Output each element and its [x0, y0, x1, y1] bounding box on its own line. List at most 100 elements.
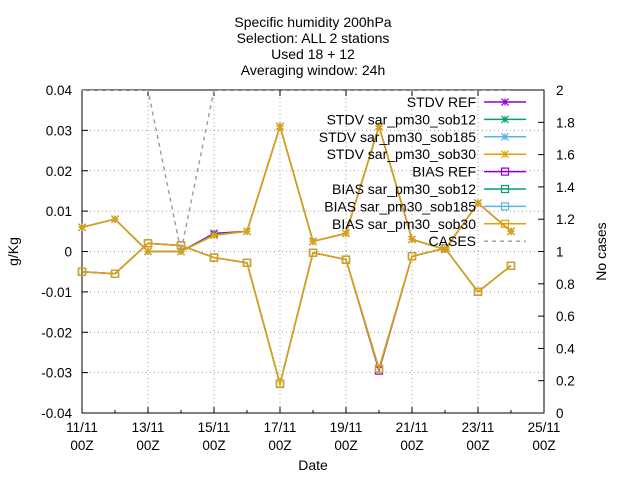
legend-item: STDV sar_pm30_sob12	[327, 111, 526, 127]
data-point	[276, 122, 284, 131]
series-line	[82, 242, 512, 387]
data-point	[309, 237, 317, 246]
y-tick-label: 0	[64, 245, 72, 260]
y-tick-label: 0.04	[46, 83, 73, 98]
data-point	[374, 364, 384, 373]
data-point	[144, 247, 152, 256]
y2-tick-label: 0.4	[556, 341, 575, 356]
legend-item: BIAS sar_pm30_sob185	[324, 198, 526, 214]
y-tick-label: -0.04	[41, 406, 72, 421]
data-point	[375, 122, 383, 131]
data-point	[501, 150, 509, 159]
data-point	[111, 215, 119, 224]
x-tick-label-date: 15/11	[198, 420, 231, 435]
series-bias-sar-pm30-sob30	[77, 239, 516, 389]
series-bias-sar-pm30-sob185	[77, 239, 516, 389]
x-tick-label-date: 21/11	[396, 420, 429, 435]
y2-tick-label: 1.6	[556, 148, 575, 163]
y2-tick-label: 1.8	[556, 115, 575, 130]
legend-item: BIAS sar_pm30_sob12	[332, 181, 526, 197]
data-point	[77, 267, 87, 276]
chart-title-line: Used 18 + 12	[271, 46, 355, 62]
y2-axis-label: No cases	[593, 222, 609, 280]
x-tick-label-time: 00Z	[268, 438, 291, 453]
x-axis-label: Date	[298, 457, 328, 473]
y-tick-label: -0.02	[41, 325, 72, 340]
series-bias-ref	[77, 239, 516, 389]
series-line	[82, 242, 512, 387]
data-point	[440, 244, 450, 253]
data-point	[342, 229, 350, 238]
data-point	[501, 132, 509, 141]
legend-item: BIAS sar_pm30_sob30	[332, 216, 526, 232]
series-line	[82, 123, 512, 253]
data-point	[500, 184, 510, 194]
legend-item: CASES	[429, 233, 526, 249]
series-line	[82, 242, 512, 387]
y-tick-label: 0.01	[46, 204, 72, 219]
data-point	[507, 227, 515, 236]
legend-item: STDV sar_pm30_sob30	[327, 146, 526, 162]
data-point	[407, 252, 417, 261]
data-point	[143, 239, 153, 248]
data-point	[78, 223, 86, 232]
legend-item: BIAS REF	[412, 164, 526, 180]
x-tick-label-date: 19/11	[330, 420, 363, 435]
x-tick-label-time: 00Z	[400, 438, 423, 453]
legend-label: CASES	[429, 233, 476, 249]
x-tick-label-date: 17/11	[264, 420, 297, 435]
data-point	[242, 258, 252, 267]
data-point	[243, 227, 251, 236]
y2-tick-label: 1.4	[556, 180, 575, 195]
data-point	[210, 231, 218, 240]
data-point	[500, 219, 510, 228]
x-tick-label-date: 23/11	[462, 420, 495, 435]
legend-label: STDV sar_pm30_sob185	[319, 129, 476, 145]
data-point	[341, 255, 351, 264]
legend-label: STDV sar_pm30_sob30	[327, 146, 477, 162]
data-point	[474, 199, 482, 207]
legend-label: BIAS REF	[412, 164, 476, 180]
y-tick-label: -0.03	[41, 366, 72, 381]
legend-label: BIAS sar_pm30_sob30	[332, 216, 476, 232]
y-axis-ticks: -0.04 -0.03 -0.02 -0.01 0 0.01 0.02 0.03 0.04	[41, 83, 88, 421]
x-tick-label-time: 00Z	[532, 438, 555, 453]
data-point	[110, 269, 120, 278]
data-point	[501, 98, 509, 106]
legend-label: BIAS sar_pm30_sob185	[324, 198, 476, 214]
y2-tick-label: 0.6	[556, 309, 575, 324]
data-point	[408, 235, 416, 244]
legend-label: STDV REF	[407, 94, 476, 110]
y-tick-label: 0.03	[46, 123, 72, 138]
legend-item: STDV REF	[407, 94, 526, 110]
series-line	[82, 242, 512, 387]
data-point	[209, 253, 219, 262]
x-tick-label-time: 00Z	[136, 438, 159, 453]
y2-tick-label: 0	[556, 406, 564, 421]
x-tick-label-date: 11/11	[66, 420, 98, 435]
x-tick-label-time: 00Z	[70, 438, 93, 453]
series	[77, 90, 516, 389]
legend-label: BIAS sar_pm30_sob12	[332, 181, 476, 197]
y2-tick-label: 1	[556, 245, 564, 260]
series-bias-sar-pm30-sob12	[77, 239, 516, 389]
y2-tick-label: 0.8	[556, 277, 575, 292]
data-point	[473, 287, 483, 296]
data-point	[308, 248, 318, 257]
data-point	[501, 115, 509, 124]
y2-axis-ticks: 0 0.2 0.4 0.6 0.8 1 1.2 1.4 1.6 1.8 2	[538, 83, 575, 421]
chart-title-line: Averaging window: 24h	[241, 62, 386, 78]
y2-tick-label: 2	[556, 83, 564, 98]
data-point	[506, 261, 516, 270]
legend-label: STDV sar_pm30_sob12	[327, 111, 477, 127]
chart-title-line: Selection: ALL 2 stations	[237, 30, 390, 46]
x-tick-label-time: 00Z	[334, 438, 357, 453]
data-point	[500, 167, 510, 176]
data-point	[275, 379, 285, 389]
x-axis-ticks: 11/11 00Z 13/11 00Z 15/11 00Z 17/11 00Z 19/11 00Z…	[66, 90, 560, 453]
x-tick-label-time: 00Z	[202, 438, 225, 453]
y-tick-label: -0.01	[41, 285, 72, 300]
